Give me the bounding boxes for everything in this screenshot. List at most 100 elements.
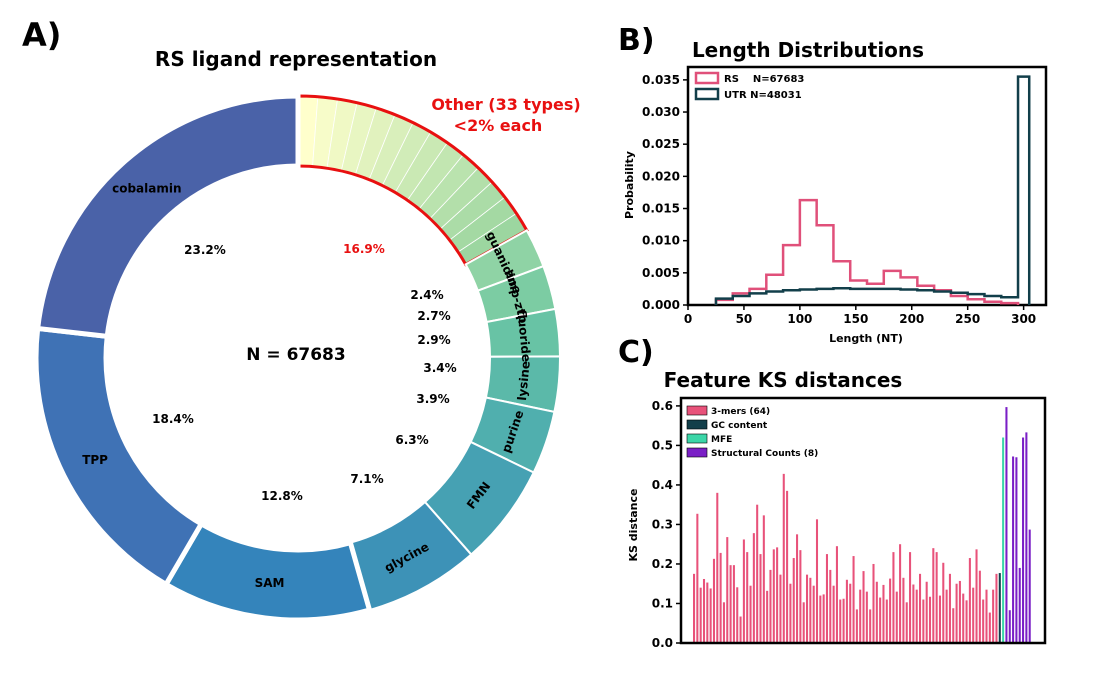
bar-3mer bbox=[739, 616, 742, 643]
hist-xtick-label: 0 bbox=[684, 312, 692, 326]
bar-3mer bbox=[845, 579, 848, 643]
bar-structural bbox=[1025, 432, 1028, 643]
hist-ylabel: Probability bbox=[623, 151, 636, 219]
bar-3mer bbox=[819, 595, 822, 643]
bar-3mer bbox=[719, 552, 722, 643]
bar-3mer bbox=[988, 612, 991, 643]
bar-3mer bbox=[982, 599, 985, 643]
bar-3mer bbox=[909, 552, 912, 643]
bar-structural bbox=[1022, 437, 1025, 643]
panel-a-label: A) bbox=[22, 16, 61, 54]
bar-3mer bbox=[899, 544, 902, 643]
hist-xtick-label: 50 bbox=[736, 312, 753, 326]
bar-3mer bbox=[732, 565, 735, 643]
bar-structural bbox=[1018, 567, 1021, 643]
donut-pct-label: 3.4% bbox=[423, 361, 456, 375]
ks-bar-chart: Feature KS distances 0.00.10.20.30.40.50… bbox=[627, 368, 1047, 650]
legend-swatch-utr bbox=[694, 87, 720, 101]
bar-3mer bbox=[756, 504, 759, 643]
donut-pct-label: 2.9% bbox=[417, 333, 450, 347]
bar-3mer bbox=[855, 609, 858, 643]
hist-title: Length Distributions bbox=[692, 38, 924, 62]
ks-ytick-label: 0.2 bbox=[652, 557, 673, 571]
bar-3mer bbox=[919, 573, 922, 643]
bar-3mer bbox=[822, 594, 825, 643]
donut-title: RS ligand representation bbox=[155, 47, 437, 71]
bar-3mer bbox=[792, 558, 795, 643]
legend-label-3mers: 3-mers (64) bbox=[711, 407, 770, 417]
ks-ytick-label: 0.0 bbox=[652, 636, 673, 650]
bar-3mer bbox=[722, 602, 725, 643]
other-note-line2: <2% each bbox=[454, 116, 543, 135]
bar-3mer bbox=[796, 534, 799, 643]
legend-swatch-3mers bbox=[686, 405, 708, 416]
bar-3mer bbox=[882, 584, 885, 643]
ks-title: Feature KS distances bbox=[664, 368, 903, 392]
donut-pct-label: 12.8% bbox=[261, 489, 303, 503]
bar-3mer bbox=[905, 602, 908, 643]
bar-3mer bbox=[696, 513, 699, 643]
ks-legend: 3-mers (64) GC content MFE Structural Co… bbox=[686, 405, 818, 459]
bar-3mer bbox=[712, 558, 716, 643]
donut-pct-label: 6.3% bbox=[395, 433, 428, 447]
ks-ytick-label: 0.4 bbox=[652, 478, 673, 492]
bar-structural bbox=[1015, 457, 1018, 643]
donut-pct-label: 2.7% bbox=[417, 309, 450, 323]
hist-ytick-label: 0.030 bbox=[642, 105, 680, 119]
ks-ylabel: KS distance bbox=[627, 489, 640, 562]
bar-3mer bbox=[965, 600, 968, 643]
donut-slices bbox=[33, 93, 562, 623]
bar-3mer bbox=[799, 550, 802, 643]
bar-structural bbox=[1005, 407, 1008, 643]
donut-center-label: N = 67683 bbox=[246, 345, 345, 365]
panel-c-label: C) bbox=[618, 335, 654, 370]
bar-3mer bbox=[962, 593, 965, 643]
hist-series-rs bbox=[714, 198, 1020, 305]
bar-3mer bbox=[702, 578, 706, 643]
bar-3mer bbox=[932, 548, 935, 643]
bar-3mer bbox=[922, 599, 925, 643]
hist-ytick-label: 0.010 bbox=[642, 234, 680, 248]
legend-swatch-gc bbox=[686, 419, 708, 430]
donut-pct-label: 23.2% bbox=[184, 243, 226, 257]
bar-3mer bbox=[776, 547, 779, 643]
bar-3mer bbox=[716, 492, 719, 643]
bar-3mer bbox=[849, 583, 852, 643]
bar-3mer bbox=[786, 490, 789, 643]
donut-label-sam: SAM bbox=[255, 576, 285, 590]
bar-3mer bbox=[889, 578, 892, 643]
bar-3mer bbox=[726, 537, 729, 643]
legend-label-utr: UTR N=48031 bbox=[724, 90, 802, 101]
bar-3mer bbox=[912, 584, 915, 643]
bar-structural bbox=[1012, 456, 1015, 643]
bar-3mer bbox=[746, 552, 749, 643]
bar-3mer bbox=[742, 539, 745, 643]
bar-3mer bbox=[892, 552, 895, 643]
other-note-line1: Other (33 types) bbox=[431, 95, 580, 114]
bar-3mer bbox=[782, 473, 785, 643]
bar-3mer bbox=[729, 565, 732, 643]
ks-ytick-label: 0.1 bbox=[652, 596, 673, 610]
bar-3mer bbox=[759, 554, 762, 643]
donut-pct-label: 16.9% bbox=[343, 242, 385, 256]
bar-3mer bbox=[938, 595, 942, 643]
bar-3mer bbox=[736, 587, 739, 643]
bar-3mer bbox=[935, 552, 938, 643]
bar-3mer bbox=[839, 599, 842, 643]
bar-3mer bbox=[948, 573, 951, 643]
legend-label-mfe: MFE bbox=[711, 435, 732, 445]
hist-xtick-label: 300 bbox=[1011, 312, 1036, 326]
donut-label-fluoride: fluoride bbox=[514, 309, 533, 363]
bar-3mer bbox=[762, 515, 765, 643]
bar-structural bbox=[1008, 610, 1011, 643]
hist-legend: RS N=67683 UTR N=48031 bbox=[694, 71, 804, 101]
hist-ytick-label: 0.005 bbox=[642, 266, 680, 280]
hist-ytick-label: 0.015 bbox=[642, 202, 680, 216]
bar-gc-content bbox=[998, 573, 1001, 643]
panel-b-label: B) bbox=[618, 23, 655, 58]
hist-xlabel: Length (NT) bbox=[829, 332, 903, 345]
bar-3mer bbox=[852, 556, 855, 643]
donut-label-lysine: lysine bbox=[515, 360, 533, 401]
bar-3mer bbox=[985, 589, 988, 643]
donut-chart: RS ligand representation guanidinezmp-zt… bbox=[33, 47, 581, 623]
